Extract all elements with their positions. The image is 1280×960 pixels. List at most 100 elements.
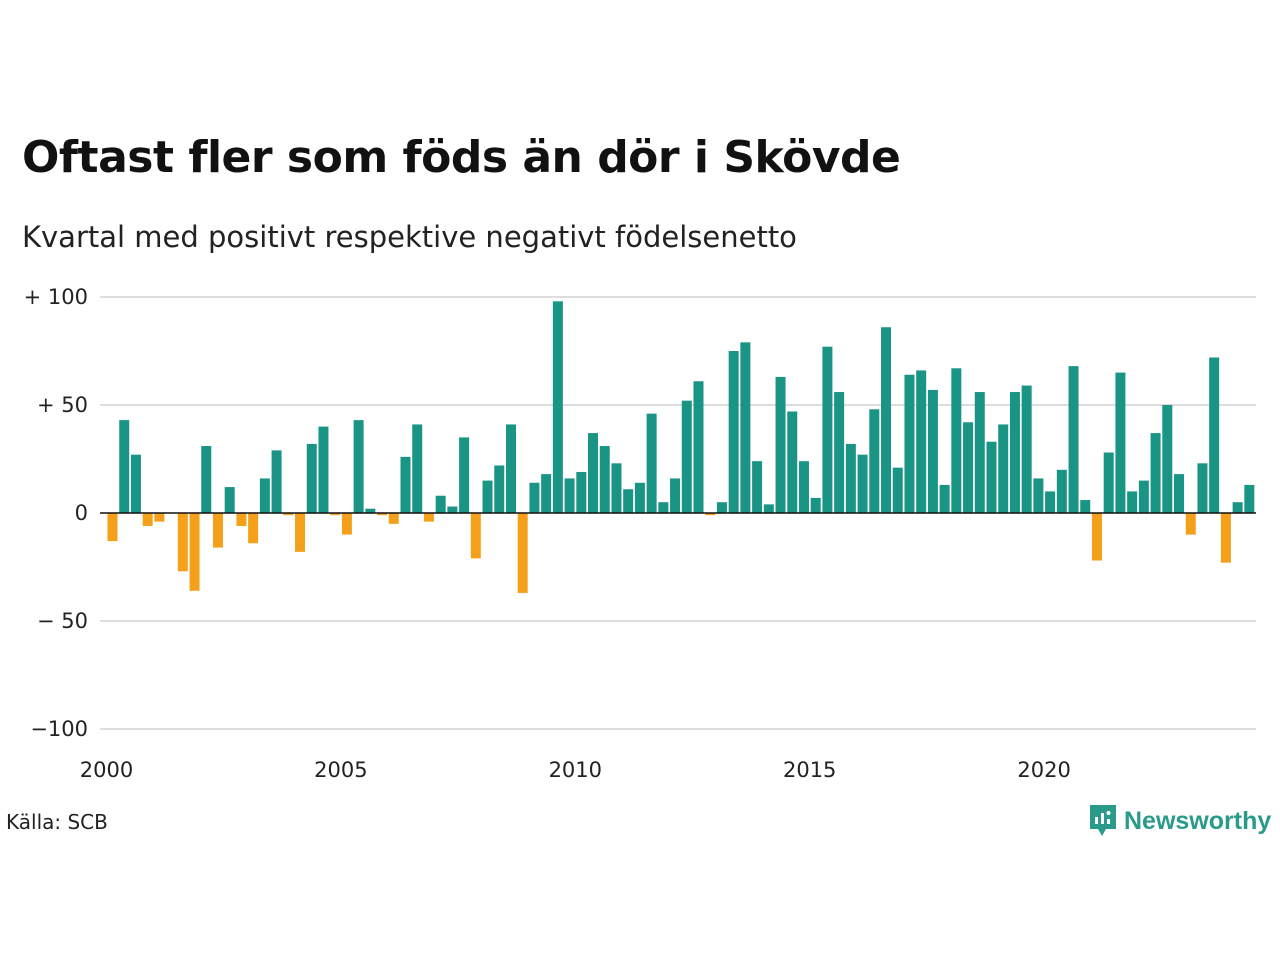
bar: [916, 370, 927, 513]
bar: [177, 513, 188, 572]
bar: [810, 497, 821, 513]
x-tick-label: 2020: [1017, 758, 1070, 782]
bar: [142, 513, 153, 526]
bar: [634, 482, 645, 513]
y-tick-label: + 50: [37, 393, 88, 417]
bar: [1056, 469, 1067, 513]
bar: [482, 480, 493, 513]
bar: [1033, 478, 1044, 513]
bar: [470, 513, 481, 559]
chart-title: Oftast fler som föds än dör i Skövde: [22, 132, 901, 183]
bar: [517, 513, 528, 593]
bar: [494, 465, 505, 513]
bar: [189, 513, 200, 591]
bar: [318, 426, 329, 513]
y-tick-label: + 100: [24, 285, 88, 309]
bar: [505, 424, 516, 513]
bar: [341, 513, 352, 535]
bar: [881, 327, 892, 513]
bar: [974, 392, 985, 513]
bar: [435, 495, 446, 513]
brand-logo: Newsworthy: [1088, 803, 1271, 839]
bar: [1232, 502, 1243, 513]
bar: [1127, 491, 1138, 513]
bar: [423, 513, 434, 522]
bar: [740, 342, 751, 513]
bar: [787, 411, 798, 513]
x-tick-label: 2010: [549, 758, 602, 782]
bar: [377, 513, 388, 516]
y-tick-label: − 50: [37, 609, 88, 633]
x-tick-label: 2015: [783, 758, 836, 782]
bar: [927, 389, 938, 513]
bar: [154, 513, 165, 522]
bar: [623, 489, 634, 513]
y-tick-label: −100: [30, 717, 88, 741]
bar: [330, 513, 341, 516]
bar: [1220, 513, 1231, 563]
bar: [939, 484, 950, 513]
x-tick-label: 2005: [314, 758, 367, 782]
chart-subtitle: Kvartal med positivt respektive negativt…: [22, 220, 797, 254]
bar: [1091, 513, 1102, 561]
bar: [1068, 366, 1079, 513]
y-axis-ticks: + 100 + 50 0 − 50 −100: [24, 285, 88, 741]
bar: [834, 392, 845, 513]
source-label: Källa: SCB: [6, 810, 108, 834]
bar: [646, 413, 657, 513]
bar: [1185, 513, 1196, 535]
bar: [1115, 372, 1126, 513]
bar: [1138, 480, 1149, 513]
bar: [365, 508, 376, 513]
bar: [529, 482, 540, 513]
bar: [412, 424, 423, 513]
bar: [1150, 433, 1161, 513]
bar: [670, 478, 681, 513]
bar: [845, 443, 856, 513]
bar: [388, 513, 399, 524]
bar: [130, 454, 141, 513]
bar: [752, 461, 763, 513]
bar: [904, 374, 915, 513]
bar: [248, 513, 259, 544]
bar: [400, 456, 411, 513]
x-axis-ticks: 2000 2005 2010 2015 2020: [80, 758, 1071, 782]
bar: [716, 502, 727, 513]
bar: [693, 381, 704, 513]
bar: [1103, 452, 1114, 513]
bar: [998, 424, 1009, 513]
bar: [212, 513, 223, 548]
bar: [705, 513, 716, 516]
bar: [306, 443, 317, 513]
bar: [658, 502, 669, 513]
bar: [869, 409, 880, 513]
bar: [892, 467, 903, 513]
bar: [588, 433, 599, 513]
bar: [822, 346, 833, 513]
x-tick-label: 2000: [80, 758, 133, 782]
bar: [1174, 474, 1185, 513]
bar: [857, 454, 868, 513]
bar: [224, 487, 235, 513]
bar: [986, 441, 997, 513]
bar: [576, 471, 587, 513]
bar: [541, 474, 552, 513]
bar: [564, 478, 575, 513]
bar: [201, 446, 212, 513]
bar: [259, 478, 270, 513]
bar: [107, 513, 118, 542]
bar: [951, 368, 962, 513]
bar: [119, 420, 130, 513]
bar: [447, 506, 458, 513]
bar: [1045, 491, 1056, 513]
bar: [1162, 405, 1173, 513]
bar: [1009, 392, 1020, 513]
bar: [236, 513, 247, 526]
bars: [107, 301, 1255, 593]
bar: [1244, 484, 1255, 513]
newsworthy-logo-icon: [1090, 805, 1116, 836]
y-tick-label: 0: [75, 501, 88, 525]
bar: [611, 463, 622, 513]
bar: [1197, 463, 1208, 513]
bar: [963, 422, 974, 513]
